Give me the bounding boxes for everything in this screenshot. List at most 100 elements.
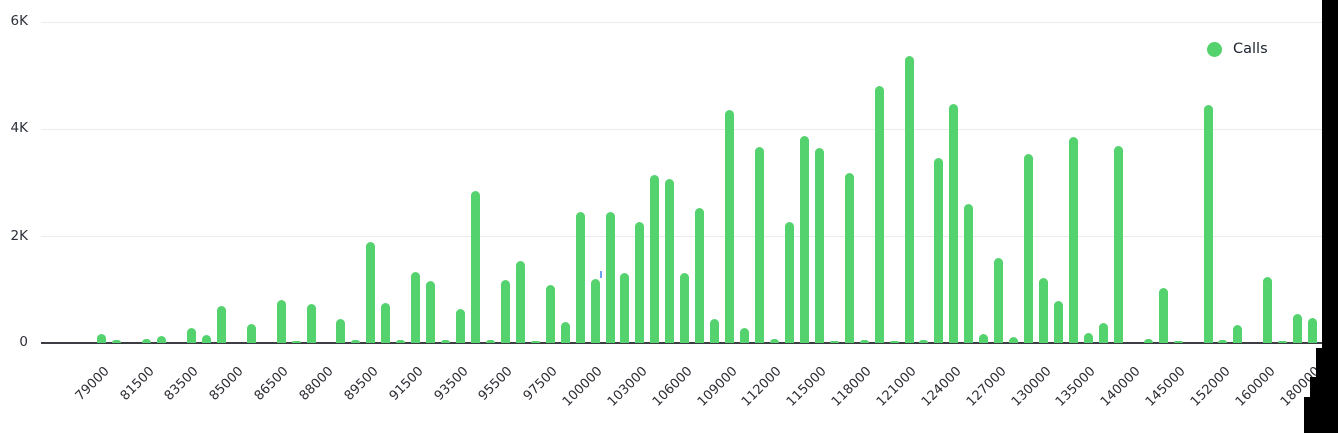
x-axis-line [41,342,1326,344]
bar[interactable] [351,340,361,343]
x-axis-label: 95500 [476,364,516,404]
bar[interactable] [814,148,824,343]
x-axis-label: 85000 [207,364,247,404]
bar[interactable] [904,55,914,343]
bar[interactable] [1054,301,1063,343]
x-axis-label: 97500 [520,364,561,404]
bar[interactable] [874,86,884,343]
bar[interactable] [919,339,929,343]
bar[interactable] [755,147,764,343]
x-axis-label: 83500 [162,364,202,404]
bar[interactable] [396,339,406,343]
x-axis-label: 93500 [431,364,472,404]
y-tick-2k: 2K [10,228,28,244]
bar[interactable] [1173,340,1183,343]
x-axis-label: 124000 [918,364,965,410]
bar[interactable] [485,339,495,343]
y-tick-4k: 4K [10,120,28,136]
bar[interactable] [979,334,989,343]
bar[interactable] [1203,104,1213,343]
bar[interactable] [650,175,660,343]
x-axis-label: 115000 [784,364,830,410]
legend-series-dot-icon [1207,41,1222,57]
bar[interactable] [695,208,705,343]
bar[interactable] [306,304,316,343]
x-axis-label: 152000 [1187,364,1234,410]
bar[interactable] [710,319,720,343]
bar[interactable] [97,333,107,343]
bar[interactable] [1039,278,1049,343]
bar[interactable] [500,280,510,343]
bar[interactable] [470,191,480,343]
bar[interactable] [784,222,794,343]
x-axis-label: 109000 [694,364,741,410]
bar[interactable] [1158,287,1168,343]
bar[interactable] [844,173,854,343]
bar[interactable] [799,136,809,343]
bar[interactable] [411,271,421,343]
bar[interactable] [1263,276,1273,343]
bar[interactable] [112,340,122,343]
bar[interactable] [605,211,615,343]
bar[interactable] [515,260,525,343]
bar[interactable] [620,272,630,343]
gridline-6k [41,22,1324,23]
bar[interactable] [889,340,899,343]
bar[interactable] [1009,337,1019,343]
x-axis-label: 106000 [649,364,696,410]
bar[interactable] [725,109,735,343]
bar[interactable] [859,339,869,343]
bar[interactable] [575,212,585,343]
bar[interactable] [530,341,540,343]
bar[interactable] [276,300,286,343]
legend[interactable]: Calls [1207,41,1268,57]
bar[interactable] [441,340,451,343]
bar[interactable] [142,338,152,343]
bar[interactable] [157,335,166,343]
bar[interactable] [545,285,555,343]
bar[interactable] [829,340,839,343]
bar[interactable] [1293,313,1303,343]
bar[interactable] [201,334,211,343]
x-axis-label: 81500 [117,364,158,404]
x-axis-label: 91500 [386,364,427,404]
bar[interactable] [1218,339,1228,343]
bar[interactable] [381,302,391,343]
bar[interactable] [1278,340,1288,343]
bar[interactable] [1113,146,1123,343]
bar[interactable] [1098,322,1108,343]
bar[interactable] [246,324,256,343]
x-axis-label: 88000 [296,364,337,404]
bar[interactable] [994,258,1004,343]
bar[interactable] [1308,317,1318,343]
bar[interactable] [1143,338,1153,343]
bar[interactable] [1068,137,1078,343]
bar[interactable] [291,340,301,343]
x-axis-label: 100000 [559,364,606,410]
bar[interactable] [769,338,779,343]
bar[interactable] [216,305,226,343]
x-axis-label: 160000 [1232,364,1279,410]
bar[interactable] [590,278,600,343]
bar[interactable] [934,157,944,343]
bar[interactable] [1024,153,1034,343]
bar[interactable] [186,328,196,343]
x-axis-label: 130000 [1008,364,1055,410]
bar[interactable] [1233,324,1243,343]
bar[interactable] [680,272,690,343]
x-axis-label: 86500 [251,364,292,404]
bar[interactable] [964,203,974,343]
bar[interactable] [949,104,959,343]
bar[interactable] [336,318,346,343]
bar[interactable] [456,308,465,343]
bar[interactable] [635,222,645,343]
bar[interactable] [426,280,436,343]
bar[interactable] [1083,332,1093,343]
bar[interactable] [740,328,750,343]
bar[interactable] [560,322,570,343]
bar[interactable] [665,179,675,343]
bar[interactable] [366,241,376,343]
x-axis-label: 118000 [829,364,875,410]
